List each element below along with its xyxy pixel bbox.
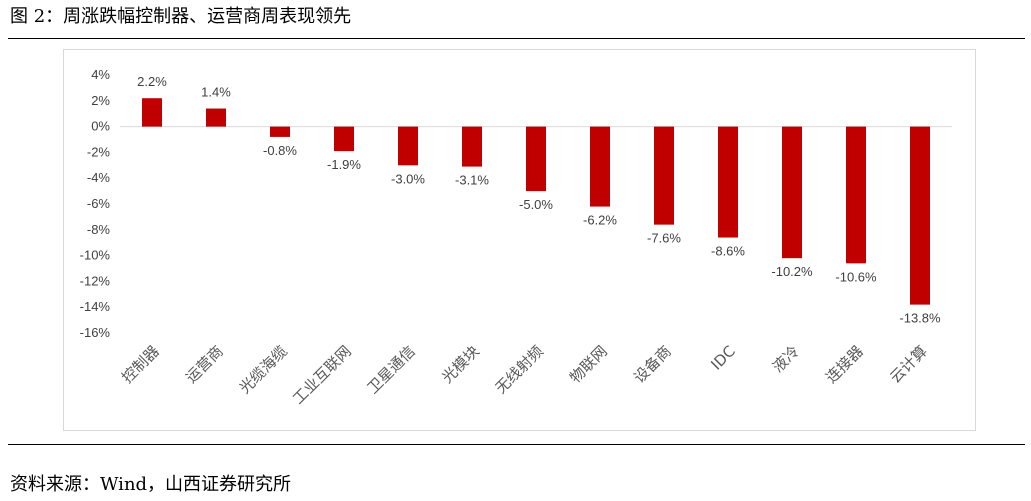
data-label: -5.0%: [519, 197, 553, 212]
data-label: -1.9%: [327, 157, 361, 172]
y-tick-label: -2%: [87, 144, 111, 159]
y-tick-label: -12%: [80, 273, 111, 288]
bar: [142, 98, 162, 127]
y-tick-label: -8%: [87, 222, 111, 237]
category-label: IDC: [707, 342, 738, 373]
data-label: -10.2%: [771, 264, 813, 279]
data-label: -6.2%: [583, 213, 617, 228]
y-tick-label: -6%: [87, 196, 111, 211]
category-label: 物联网: [566, 342, 611, 387]
category-label: 液冷: [769, 342, 803, 376]
bottom-rule: [8, 444, 1025, 445]
y-tick-label: 4%: [91, 67, 110, 82]
data-label: -7.6%: [647, 231, 681, 246]
y-tick-label: -14%: [80, 299, 111, 314]
category-label: 连接器: [822, 342, 867, 387]
y-tick-label: -16%: [80, 325, 111, 340]
data-label: 1.4%: [201, 85, 231, 100]
category-label: 云计算: [886, 342, 931, 387]
bar: [910, 126, 930, 305]
data-label: -3.0%: [391, 171, 425, 186]
bar: [526, 126, 546, 192]
bar: [206, 108, 226, 127]
bar: [654, 126, 674, 225]
source-note: 资料来源：Wind，山西证券研究所: [10, 474, 292, 495]
category-label: 光缆海缆: [236, 342, 291, 397]
data-label: 2.2%: [137, 74, 167, 89]
category-label: 无线射频: [492, 342, 547, 397]
y-tick-label: -10%: [80, 248, 111, 263]
data-label: -10.6%: [835, 269, 877, 284]
category-label: 工业互联网: [289, 342, 355, 408]
bar: [462, 126, 482, 167]
chart-area: [63, 49, 976, 431]
category-label: 设备商: [630, 342, 675, 387]
bar: [398, 126, 418, 166]
bar: [846, 126, 866, 264]
top-rule: [8, 38, 1025, 39]
bar: [270, 126, 290, 137]
category-label: 运营商: [182, 342, 227, 387]
data-label: -8.6%: [711, 244, 745, 259]
data-label: -3.1%: [455, 173, 489, 188]
bar: [718, 126, 738, 238]
category-label: 光模块: [438, 342, 483, 387]
data-label: -0.8%: [263, 143, 297, 158]
y-tick-label: 2%: [91, 93, 110, 108]
y-tick-label: 0%: [91, 119, 110, 134]
data-label: -13.8%: [899, 311, 941, 326]
figure-title: 图 2：周涨跌幅控制器、运营商周表现领先: [10, 6, 352, 27]
category-label: 卫星通信: [364, 342, 419, 397]
category-label: 控制器: [118, 342, 163, 387]
bar: [334, 126, 354, 152]
bar: [782, 126, 802, 259]
y-tick-label: -4%: [87, 170, 111, 185]
bar: [590, 126, 610, 207]
